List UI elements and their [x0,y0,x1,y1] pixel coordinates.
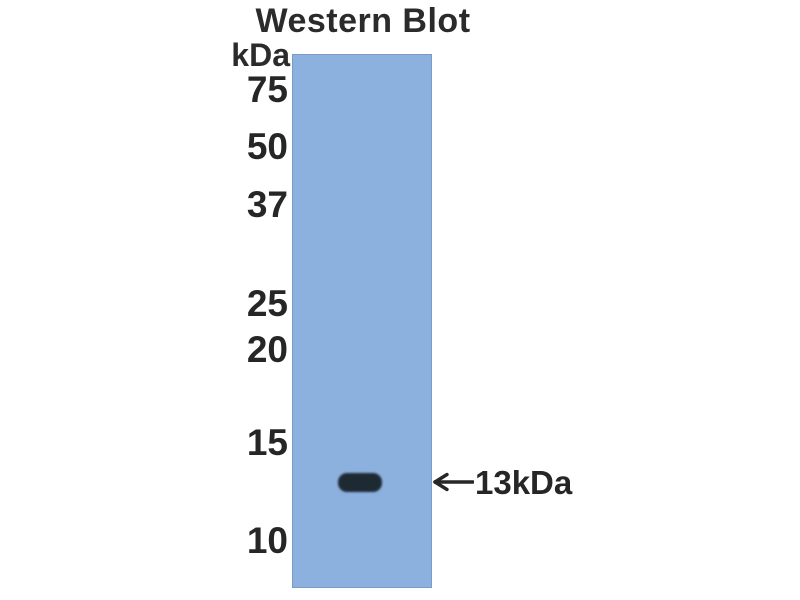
blot-lane [292,54,432,588]
left-arrow-icon [433,472,474,492]
protein-band [338,473,382,492]
mw-marker-25: 25 [246,283,288,324]
mw-marker-15: 20 [246,329,288,370]
figure-title: Western Blot [255,2,471,40]
mw-marker-10: 10 [246,520,288,561]
mw-marker-15: 15 [246,422,288,463]
mw-marker-75: 75 [246,69,288,110]
band-annotation: 13kDa [430,462,572,502]
kda-unit-label: kDa [231,37,290,73]
mw-marker-50: 50 [246,126,288,167]
mw-marker-37: 37 [246,184,288,225]
band-annotation-label: 13kDa [475,463,573,501]
